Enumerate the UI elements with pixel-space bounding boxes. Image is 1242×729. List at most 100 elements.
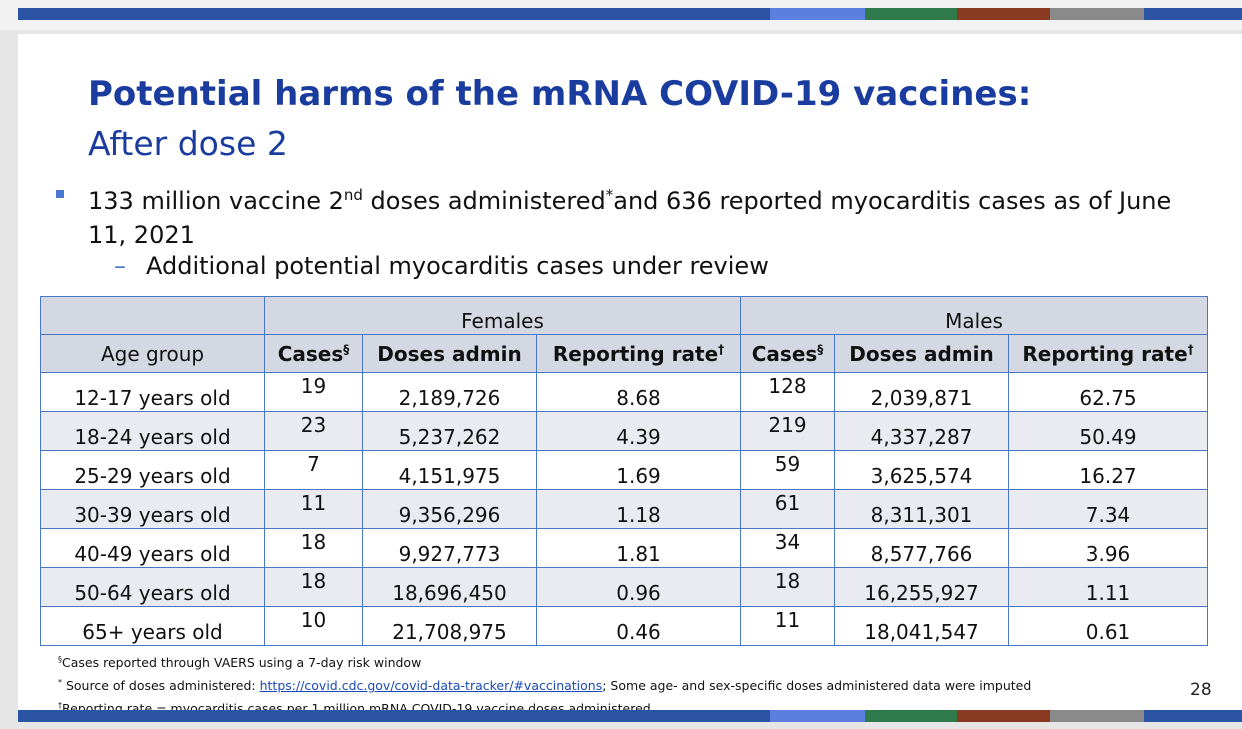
slide: Potential harms of the mRNA COVID-19 vac… <box>18 34 1242 716</box>
male-cases-cell: 61 <box>740 489 836 529</box>
age-group-cell: 30-39 years old <box>40 489 265 529</box>
table-row: 50-64 years old 18 18,696,450 0.96 18 16,255,… <box>40 567 1209 607</box>
male-cases-cell: 34 <box>740 528 836 568</box>
female-rate-cell: 1.81 <box>535 528 742 568</box>
table-row: 40-49 years old 18 9,927,773 1.81 34 8,577,76… <box>40 528 1209 568</box>
table-column-header: Age group Cases§ Doses admin Reporting r… <box>40 334 1209 373</box>
male-doses-cell: 3,625,574 <box>834 450 1010 490</box>
dash-bullet-icon: – <box>114 252 126 280</box>
header-f-cases: Cases§ <box>264 334 363 373</box>
bar-segment-main <box>18 710 770 722</box>
bar-segment-accent-3 <box>957 710 1050 722</box>
age-group-cell: 50-64 years old <box>40 567 265 607</box>
bar-segment-accent-1 <box>770 710 865 722</box>
bar-segment-accent-1 <box>770 8 865 20</box>
female-doses-cell: 4,151,975 <box>362 450 537 490</box>
male-doses-cell: 18,041,547 <box>834 606 1010 646</box>
bar-segment-accent-4 <box>1050 8 1144 20</box>
female-rate-cell: 4.39 <box>535 411 742 451</box>
male-doses-cell: 8,311,301 <box>834 489 1010 529</box>
bullet-sup-star: * <box>605 186 614 204</box>
male-doses-cell: 2,039,871 <box>834 372 1010 412</box>
female-rate-cell: 0.46 <box>535 606 742 646</box>
sub-bullet: – Additional potential myocarditis cases… <box>114 252 769 280</box>
female-cases-cell: 18 <box>264 528 363 568</box>
square-bullet-icon <box>56 190 64 198</box>
group-header-females: Females <box>263 296 742 335</box>
bar-segment-accent-2 <box>865 8 957 20</box>
female-doses-cell: 9,356,296 <box>362 489 537 529</box>
group-header-blank <box>40 296 265 335</box>
female-doses-cell: 5,237,262 <box>362 411 537 451</box>
myocarditis-table: Females Males Age group Cases§ Doses adm… <box>40 296 1209 646</box>
bar-segment-accent-5 <box>1144 710 1242 722</box>
age-group-cell: 65+ years old <box>40 606 265 646</box>
bullet-sup-nd: nd <box>343 186 363 204</box>
female-cases-cell: 10 <box>264 606 363 646</box>
male-rate-cell: 16.27 <box>1008 450 1209 490</box>
female-doses-cell: 2,189,726 <box>362 372 537 412</box>
female-doses-cell: 21,708,975 <box>362 606 537 646</box>
female-cases-cell: 19 <box>264 372 363 412</box>
header-m-doses: Doses admin <box>834 334 1010 373</box>
bullet-text-b: doses administered <box>362 187 606 215</box>
table-row: 30-39 years old 11 9,356,296 1.18 61 8,311,30… <box>40 489 1209 529</box>
table-row: 18-24 years old 23 5,237,262 4.39 219 4,337,2… <box>40 411 1209 451</box>
female-rate-cell: 8.68 <box>535 372 742 412</box>
footnote-source: * Source of doses administered: https://… <box>58 678 1032 694</box>
male-cases-cell: 18 <box>740 567 836 607</box>
header-m-cases: Cases§ <box>740 334 836 373</box>
top-color-bar <box>18 8 1242 20</box>
footnote-cases: §Cases reported through VAERS using a 7-… <box>58 655 422 671</box>
group-header-males: Males <box>740 296 1209 335</box>
table-row: 12-17 years old 19 2,189,726 8.68 128 2,039,8… <box>40 372 1209 412</box>
male-cases-cell: 59 <box>740 450 836 490</box>
male-rate-cell: 1.11 <box>1008 567 1209 607</box>
female-doses-cell: 18,696,450 <box>362 567 537 607</box>
male-rate-cell: 3.96 <box>1008 528 1209 568</box>
male-rate-cell: 0.61 <box>1008 606 1209 646</box>
bar-segment-accent-5 <box>1144 8 1242 20</box>
bar-segment-accent-4 <box>1050 710 1144 722</box>
bottom-color-bar <box>18 710 1242 722</box>
female-cases-cell: 23 <box>264 411 363 451</box>
female-rate-cell: 1.69 <box>535 450 742 490</box>
table-row: 25-29 years old 7 4,151,975 1.69 59 3,625,574… <box>40 450 1209 490</box>
bar-segment-main <box>18 8 770 20</box>
header-f-doses: Doses admin <box>362 334 537 373</box>
main-bullet: 133 million vaccine 2nd doses administer… <box>56 178 1206 252</box>
female-doses-cell: 9,927,773 <box>362 528 537 568</box>
bullet-text-a: 133 million vaccine 2 <box>88 187 344 215</box>
bar-segment-accent-3 <box>957 8 1050 20</box>
male-doses-cell: 16,255,927 <box>834 567 1010 607</box>
source-link[interactable]: https://covid.cdc.gov/covid-data-tracker… <box>259 678 603 694</box>
header-m-rate: Reporting rate† <box>1008 334 1209 373</box>
age-group-cell: 25-29 years old <box>40 450 265 490</box>
female-cases-cell: 11 <box>264 489 363 529</box>
bullet-text-c: and 636 reported myocarditis cases as of… <box>88 187 1172 249</box>
main-bullet-text: 133 million vaccine 2nd doses administer… <box>88 178 1188 252</box>
male-rate-cell: 7.34 <box>1008 489 1209 529</box>
male-cases-cell: 128 <box>740 372 836 412</box>
male-doses-cell: 4,337,287 <box>834 411 1010 451</box>
table-group-header: Females Males <box>40 296 1209 335</box>
age-group-cell: 12-17 years old <box>40 372 265 412</box>
slide-title: Potential harms of the mRNA COVID-19 vac… <box>88 74 1032 114</box>
header-age-group: Age group <box>40 334 265 373</box>
male-rate-cell: 62.75 <box>1008 372 1209 412</box>
male-cases-cell: 219 <box>740 411 836 451</box>
male-cases-cell: 11 <box>740 606 836 646</box>
table-row: 65+ years old 10 21,708,975 0.46 11 18,041,54… <box>40 606 1209 646</box>
table-body: 12-17 years old 19 2,189,726 8.68 128 2,039,8… <box>40 372 1209 646</box>
bar-segment-accent-2 <box>865 710 957 722</box>
female-rate-cell: 0.96 <box>535 567 742 607</box>
age-group-cell: 40-49 years old <box>40 528 265 568</box>
male-doses-cell: 8,577,766 <box>834 528 1010 568</box>
slide-subtitle: After dose 2 <box>88 124 288 163</box>
sub-bullet-text: Additional potential myocarditis cases u… <box>146 252 769 280</box>
female-rate-cell: 1.18 <box>535 489 742 529</box>
male-rate-cell: 50.49 <box>1008 411 1209 451</box>
page-number: 28 <box>1190 680 1212 700</box>
female-cases-cell: 7 <box>264 450 363 490</box>
female-cases-cell: 18 <box>264 567 363 607</box>
